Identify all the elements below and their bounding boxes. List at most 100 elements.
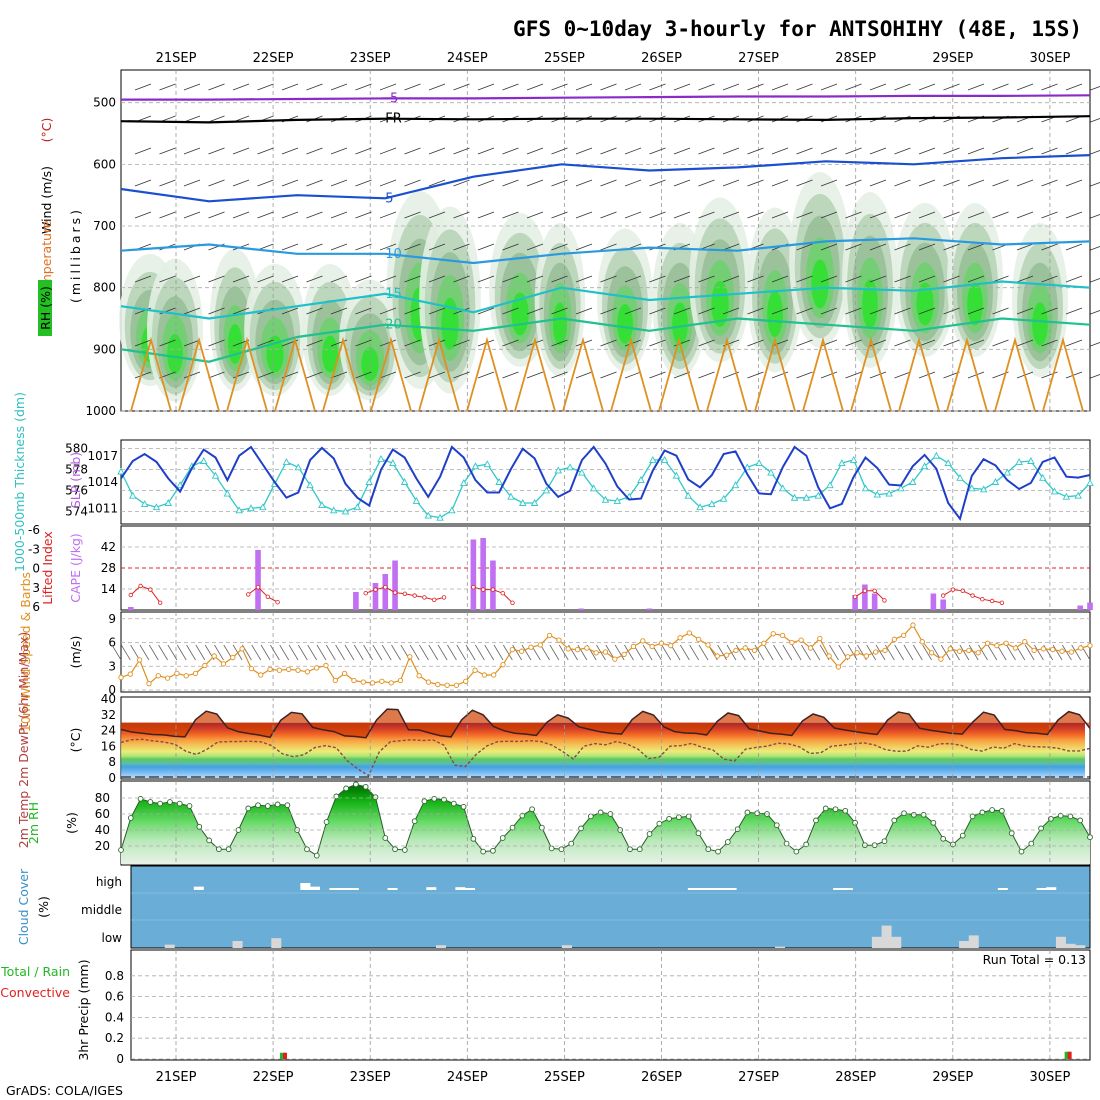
- credit: GrADS: COLA/IGES: [6, 1083, 123, 1098]
- wind-barb: [183, 339, 201, 347]
- wind-barb: [747, 179, 764, 187]
- wind-barb: [257, 147, 274, 155]
- date-tick-label: 23SEP: [350, 1070, 391, 1085]
- wind-barb: [673, 371, 691, 379]
- warm-contour: [802, 336, 844, 412]
- cape-label: CAPE (J/kg): [68, 533, 83, 603]
- warm-contour: [562, 336, 604, 412]
- rh-line: [120, 783, 1091, 857]
- thickness-point: [684, 491, 692, 499]
- wind-barb: [1062, 644, 1072, 661]
- wind-barb: [1016, 307, 1034, 315]
- wind-barb: [869, 83, 887, 91]
- wind-speed-point: [360, 679, 366, 685]
- wind-barb: [649, 179, 666, 187]
- date-tick-label: 22SEP: [253, 51, 294, 66]
- lifted-point: [980, 597, 985, 602]
- wind-speed-point: [332, 677, 338, 684]
- rh-point: [176, 800, 183, 807]
- wind-barb: [845, 243, 862, 251]
- wind-barb: [673, 83, 691, 91]
- lifted-tick-label: -6: [28, 523, 40, 537]
- wind-barb: [698, 275, 715, 283]
- wind-barb: [419, 644, 429, 661]
- wind-barb: [992, 211, 1009, 219]
- wind-barb: [992, 147, 1009, 155]
- wind-speed-point: [705, 642, 711, 648]
- temp-line: [120, 708, 1091, 739]
- cape-bar: [1077, 605, 1084, 610]
- wind-barb: [1041, 211, 1058, 219]
- wind-barb: [404, 211, 421, 219]
- temperature-contour: [120, 280, 1091, 320]
- rh-point: [901, 810, 907, 817]
- wind-speed-point: [453, 682, 460, 688]
- wind-barb: [820, 243, 838, 251]
- wind-barb: [330, 147, 348, 155]
- wind-barb: [624, 179, 642, 187]
- wind-barb: [279, 644, 290, 661]
- wind-barb: [918, 147, 936, 155]
- warm-contour: [418, 336, 460, 412]
- low-cloud-bar: [271, 938, 282, 948]
- rh-area: [121, 784, 1090, 864]
- wind-speed-point: [267, 666, 273, 673]
- thickness-label: 1000-500mb Thickness (dm): [12, 392, 27, 572]
- lifted-point: [363, 591, 368, 596]
- thickness-point: [790, 493, 799, 501]
- wind-barb: [306, 275, 323, 283]
- wind-barb: [404, 339, 421, 347]
- wind-barb: [1016, 211, 1034, 219]
- wind-barb: [875, 644, 886, 661]
- wind-barb: [288, 644, 299, 661]
- wind-tick-label: 9: [108, 612, 116, 626]
- wind-speed-point: [845, 654, 851, 660]
- rh-point: [999, 807, 1005, 814]
- temperature-contour: [120, 115, 1091, 124]
- wind-barb: [1071, 644, 1082, 661]
- wind-barb: [600, 211, 617, 219]
- wind-barb: [600, 243, 617, 251]
- wind-barb: [453, 243, 470, 251]
- rh-point: [470, 835, 477, 842]
- date-tick-label: 28SEP: [835, 51, 876, 66]
- wind-barb: [208, 211, 225, 219]
- warm-contour: [994, 336, 1036, 412]
- wind-barb: [624, 83, 642, 91]
- wind-barb: [967, 179, 985, 187]
- wind-barb: [428, 243, 446, 251]
- precip-conv-label: Convective: [0, 985, 70, 1000]
- wind-barb: [869, 371, 887, 379]
- wind-speed-point: [351, 677, 357, 684]
- thickness-point: [849, 456, 858, 463]
- high-cloud-bar: [387, 888, 398, 890]
- wind-barb: [661, 644, 672, 661]
- wind-barb: [649, 371, 666, 379]
- thickness-point: [389, 459, 397, 467]
- thickness-point: [719, 494, 728, 502]
- wind-speed-point: [192, 670, 199, 677]
- rh-tick-label: 40: [95, 823, 110, 837]
- wind-barb: [502, 371, 519, 379]
- wind-speed-point: [1012, 645, 1019, 651]
- rh-point: [587, 813, 594, 820]
- rh-contour-fill: [711, 280, 729, 328]
- lifted-point: [960, 588, 965, 593]
- high-cloud-bar: [310, 886, 321, 890]
- wind-barb: [967, 339, 985, 347]
- thickness-point: [471, 462, 480, 470]
- thickness-point: [483, 460, 492, 468]
- thickness-point: [660, 456, 669, 463]
- wind-speed-point: [696, 636, 702, 642]
- wind-speed-point: [407, 654, 413, 660]
- wind-barb: [796, 147, 813, 155]
- contour-label: 15: [385, 287, 402, 302]
- wind-barb: [404, 275, 421, 283]
- thickness-point: [554, 466, 562, 474]
- high-cloud-bar: [426, 887, 437, 890]
- thickness-point: [1027, 457, 1035, 464]
- slp-label: SLP (mb): [68, 452, 83, 508]
- wind-barb: [158, 644, 168, 661]
- thickness-point: [306, 481, 314, 489]
- wind-barb: [475, 644, 485, 661]
